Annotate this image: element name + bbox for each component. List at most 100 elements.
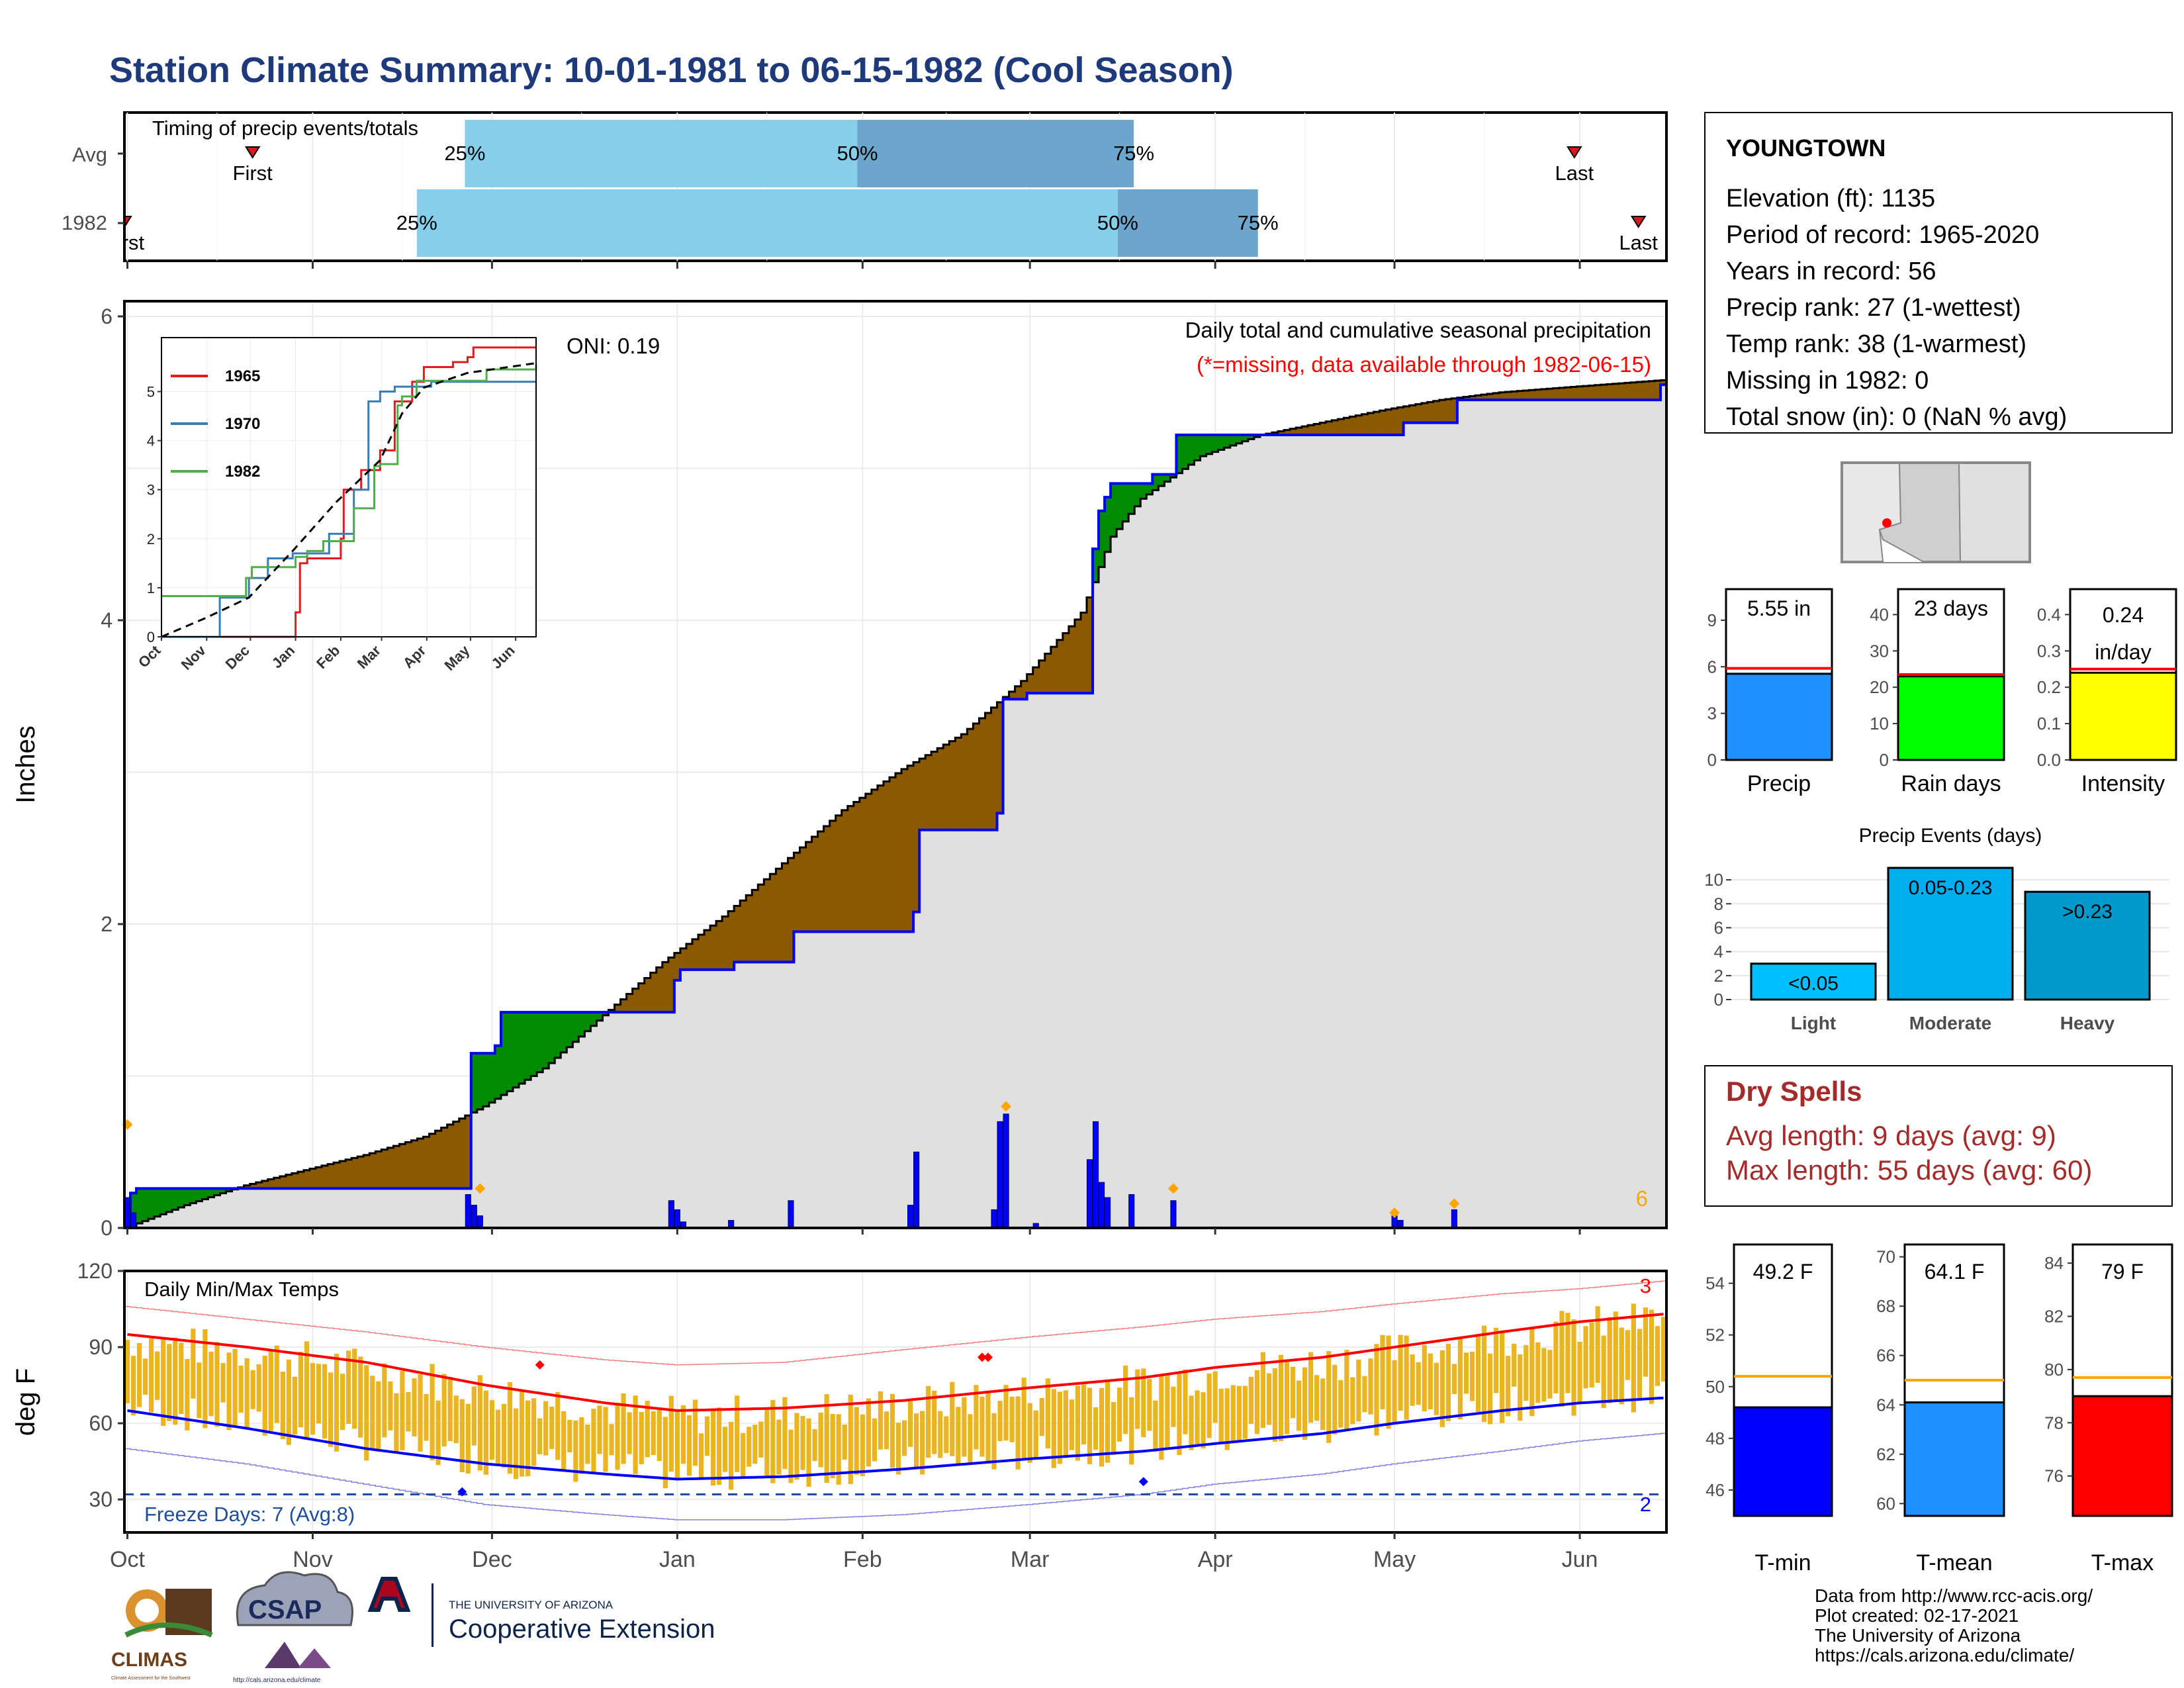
daily-temp-bar	[1278, 1354, 1284, 1441]
below-normal-column	[1308, 425, 1314, 435]
below-normal-column	[1373, 412, 1381, 435]
timing-quantile-label: 50%	[837, 142, 878, 165]
daily-temp-bar	[197, 1362, 202, 1419]
below-normal-column	[698, 935, 705, 970]
y-tick-label: 6	[101, 305, 113, 328]
below-normal-column	[1026, 674, 1034, 694]
daily-temp-bar	[758, 1421, 764, 1458]
daily-temp-bar	[830, 1413, 835, 1479]
station-line: Total snow (in): 0 (NaN % avg)	[1726, 403, 2067, 431]
rain-days-bar	[1897, 675, 2005, 761]
daily-temp-bar	[1057, 1391, 1062, 1464]
above-normal-column	[555, 1012, 561, 1058]
timing-event-label: Last	[1555, 162, 1594, 185]
below-normal-column	[1612, 383, 1619, 400]
below-normal-column	[979, 718, 986, 830]
daily-temp-bar	[842, 1424, 847, 1460]
below-normal-column	[1296, 427, 1302, 435]
below-normal-column	[1409, 405, 1416, 423]
precip-panel-subtitle: (*=missing, data available through 1982-…	[1197, 352, 1651, 377]
below-normal-column	[1015, 686, 1022, 700]
daily-temp-bar	[203, 1329, 208, 1429]
daily-temp-bar	[752, 1425, 758, 1464]
daily-temp-bar	[1063, 1390, 1068, 1458]
daily-temp-bar	[585, 1424, 590, 1464]
daily-temp-bar	[412, 1378, 417, 1436]
daily-temp-bar	[950, 1382, 955, 1456]
daily-temp-bar	[220, 1363, 226, 1403]
precip-events-bar	[1887, 867, 2014, 1001]
daily-temp-bar	[920, 1411, 925, 1475]
temp-panel-frame	[123, 1270, 1668, 1534]
y-tick-label: 2	[101, 912, 113, 936]
daily-precip-bar	[1092, 1121, 1099, 1229]
daily-temp-bar	[185, 1358, 190, 1430]
temp-x-tick-label: Dec	[472, 1547, 512, 1572]
below-normal-column	[279, 1176, 287, 1189]
daily-temp-bar	[1218, 1388, 1224, 1444]
above-normal-column	[488, 1053, 496, 1103]
below-normal-column	[291, 1173, 298, 1189]
daily-temp-bar	[1087, 1387, 1093, 1464]
temp-tmax-y-tick-label: 78	[2044, 1413, 2064, 1432]
rain-days-y-tick-label: 0	[1880, 750, 1889, 770]
daily-temp-bar	[1362, 1376, 1367, 1413]
daily-temp-bar	[447, 1377, 453, 1442]
above-normal-column	[1152, 474, 1159, 491]
temp-tmax-y-tick-label: 82	[2044, 1307, 2064, 1327]
below-normal-column	[1588, 385, 1596, 400]
below-normal-column	[847, 806, 854, 932]
below-normal-column	[746, 895, 752, 962]
daily-temp-bar	[1469, 1352, 1475, 1401]
below-normal-column	[1547, 389, 1554, 400]
daily-temp-bar	[1374, 1344, 1379, 1436]
temp-x-tick-label: Jun	[1562, 1547, 1598, 1572]
daily-temp-bar	[1242, 1385, 1248, 1439]
daily-temp-bar	[716, 1407, 722, 1485]
precip-events-category-label: Moderate	[1909, 1013, 1991, 1033]
daily-temp-bar	[1416, 1362, 1421, 1405]
y-tick-label: 0	[101, 1216, 113, 1240]
below-normal-column	[1361, 414, 1369, 435]
daily-temp-bar	[597, 1405, 602, 1454]
record-max-marker	[983, 1352, 993, 1362]
timing-event-marker	[1567, 146, 1582, 159]
timing-row-1982: 1982	[62, 211, 107, 234]
intensity-y-tick-label: 0.2	[2037, 677, 2061, 697]
timing-quantile-label: 25%	[444, 142, 485, 165]
above-normal-column	[1105, 497, 1111, 552]
timing-quantile-label: 75%	[1238, 211, 1279, 234]
timing-event-marker	[126, 216, 132, 226]
record-max-marker	[977, 1352, 987, 1362]
above-normal-column	[572, 1012, 579, 1042]
below-normal-column	[1511, 391, 1518, 400]
daily-precip-bar	[788, 1200, 794, 1229]
below-normal-column	[1570, 387, 1578, 400]
below-normal-column	[901, 769, 908, 932]
above-normal-column	[1182, 434, 1189, 469]
daily-temp-bar	[1451, 1364, 1457, 1395]
below-normal-column	[758, 884, 764, 962]
below-normal-column	[1355, 415, 1363, 435]
daily-temp-bar	[710, 1408, 716, 1486]
temp-axis: 30 60 90 120 Oct Nov Dec Jan Feb Mar Apr May Jun	[77, 1259, 1598, 1572]
daily-temp-bar	[824, 1394, 829, 1483]
daily-temp-bar	[609, 1424, 614, 1456]
daily-temp-bar	[997, 1401, 1003, 1442]
daily-temp-bar	[167, 1344, 172, 1421]
temp-tmax-value-label: 79 F	[2101, 1260, 2144, 1284]
daily-temp-bar	[1254, 1370, 1259, 1434]
above-normal-column	[1140, 483, 1147, 499]
below-normal-column	[1594, 385, 1602, 400]
above-normal-column	[1224, 434, 1231, 448]
daily-temp-bar	[848, 1394, 853, 1484]
temp-tmin-y-tick-label: 48	[1706, 1429, 1725, 1448]
intensity-y-tick-label: 0.1	[2037, 714, 2061, 733]
below-normal-column	[244, 1185, 251, 1189]
daily-temp-bar	[788, 1429, 794, 1483]
below-normal-column	[871, 789, 878, 932]
daily-temp-bar	[179, 1342, 184, 1415]
daily-temp-bar	[895, 1423, 901, 1475]
above-normal-column	[596, 1012, 604, 1021]
below-normal-column	[704, 930, 711, 970]
